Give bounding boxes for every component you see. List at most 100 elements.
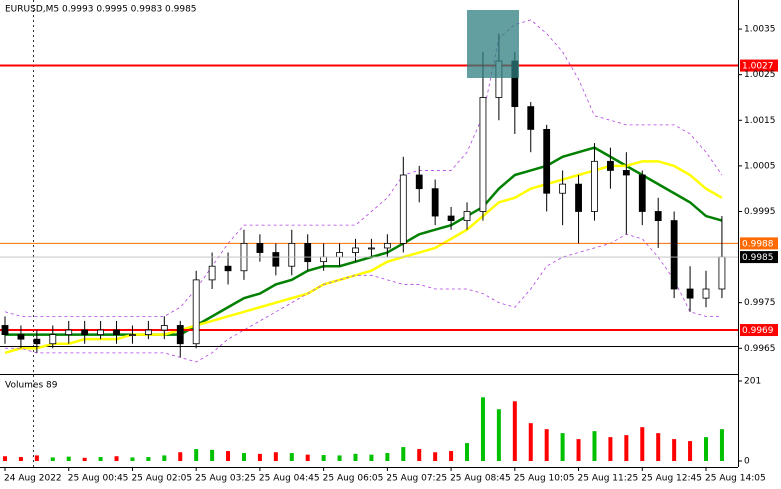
volume-bar (544, 429, 549, 461)
volume-bar (480, 397, 485, 461)
volume-bar (608, 437, 613, 461)
x-tick-label: 25 Aug 07:25 (386, 474, 447, 484)
candle-body (718, 256, 726, 290)
candle-body (144, 329, 152, 336)
candle-body (336, 252, 343, 258)
level-label-bg (740, 237, 778, 250)
x-tick-label: 25 Aug 11:25 (578, 474, 639, 484)
candle-body (702, 288, 710, 299)
volume-bar (576, 439, 581, 461)
x-tick-label: 25 Aug 14:05 (705, 474, 766, 484)
current-price-label: 0.9985 (742, 253, 774, 263)
volume-bar (114, 456, 119, 461)
x-tick-label: 25 Aug 06:05 (323, 474, 384, 484)
x-tick-label: 25 Aug 10:05 (514, 474, 575, 484)
volume-bar (449, 451, 454, 461)
volume-bar (672, 439, 677, 461)
candle-body (479, 97, 487, 212)
y-tick-label: 0.9975 (744, 298, 776, 308)
volume-bar (656, 433, 661, 461)
indicator-line (5, 146, 723, 336)
volume-bar (146, 457, 151, 461)
volume-bar (624, 435, 629, 461)
candle-body (288, 242, 296, 267)
level-label: 0.9969 (742, 326, 774, 336)
candle-body (463, 211, 471, 221)
volume-bar (704, 437, 708, 461)
candle-body (320, 256, 328, 263)
candle-body (686, 288, 694, 299)
volume-bar (496, 409, 501, 461)
volume-bar (512, 401, 517, 461)
volume-bar (98, 457, 103, 461)
volume-bar (305, 454, 310, 461)
candle-body (224, 265, 232, 272)
candle-body (383, 242, 391, 249)
candle-body (368, 247, 375, 250)
y-tick-label: 0 (744, 457, 750, 467)
volume-bar (401, 447, 406, 461)
volume-bar (162, 455, 167, 461)
level-label-bg (740, 324, 778, 337)
volume-bar (417, 449, 422, 461)
candle-body (1, 325, 9, 336)
highlight-box (467, 10, 519, 78)
y-tick-label: 1.0015 (744, 116, 776, 126)
volume-bar (321, 455, 326, 461)
volume-bar (210, 449, 215, 461)
candle-body (543, 128, 551, 194)
volume-bar (528, 423, 533, 461)
candle-body (575, 183, 582, 212)
candle-body (670, 220, 678, 290)
volume-bar (688, 441, 693, 461)
volume-title: Volumes 89 (5, 381, 58, 391)
volume-bar (289, 453, 294, 461)
volume-bar (226, 451, 231, 461)
x-tick-label: 25 Aug 04:45 (259, 474, 320, 484)
volume-bar (194, 449, 199, 461)
candle-body (97, 329, 104, 336)
volume-bar (66, 456, 71, 461)
volume-bar (257, 453, 262, 461)
current-price-bg (740, 251, 778, 264)
chart-title: EURUSD,M5 0.9993 0.9995 0.9983 0.9985 (5, 5, 197, 15)
volume-bar (82, 457, 87, 461)
x-tick-label: 25 Aug 03:25 (195, 474, 256, 484)
candle-body (272, 252, 280, 267)
candle-body (352, 247, 359, 253)
x-tick-label: 25 Aug 12:45 (641, 474, 702, 484)
x-tick-label: 25 Aug 02:05 (131, 474, 192, 484)
candle-body (527, 106, 535, 130)
candle-body (208, 265, 216, 281)
volume-bar (241, 453, 246, 461)
level-label: 1.0027 (742, 62, 774, 72)
candle-body (160, 325, 168, 331)
candle-body (113, 329, 120, 336)
indicator-line (4, 160, 723, 355)
volume-bar (640, 427, 645, 461)
volume-bar (178, 452, 183, 461)
volume-bar (353, 453, 358, 461)
y-tick-label: 1.0025 (744, 70, 776, 80)
candle-body (591, 160, 598, 212)
level-label: 0.9988 (742, 239, 774, 249)
level-label-bg (740, 59, 778, 72)
volume-bar (369, 454, 374, 461)
candle-body (33, 338, 41, 345)
volume-bar (337, 455, 342, 461)
candle-body (638, 174, 646, 212)
candle-body (622, 170, 630, 176)
volume-bar (719, 429, 724, 461)
indicator-line (5, 233, 722, 363)
candle-body (17, 334, 25, 340)
volume-bar (273, 452, 278, 461)
x-tick-label: 24 Aug 2022 (4, 474, 62, 484)
candle-body (415, 174, 423, 190)
candle-body (256, 242, 264, 253)
volume-bar (433, 452, 438, 461)
candle-body (399, 174, 407, 244)
volume-bar (560, 433, 565, 461)
candle-body (176, 325, 184, 345)
candle-body (81, 329, 89, 336)
